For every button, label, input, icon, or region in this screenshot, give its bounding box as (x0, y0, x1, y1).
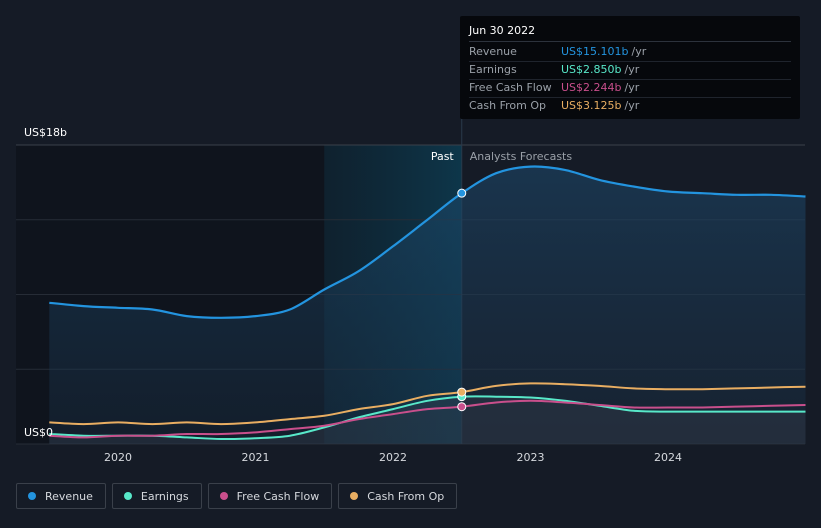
tooltip-row-revenue: Revenue US$15.101b /yr (469, 44, 791, 62)
legend-item-cash-from-op[interactable]: Cash From Op (338, 483, 458, 509)
tooltip-row-cash-from-op: Cash From Op US$3.125b /yr (469, 98, 791, 115)
y-axis-top-label: US$18b (24, 126, 67, 139)
tooltip-value: US$2.850b (561, 63, 622, 76)
tooltip-row-earnings: Earnings US$2.850b /yr (469, 62, 791, 80)
tooltip-label: Earnings (469, 63, 517, 76)
earnings-area (49, 396, 806, 444)
legend-item-earnings[interactable]: Earnings (111, 483, 202, 509)
x-tick-label: 2022 (379, 451, 407, 464)
legend-dot-icon (28, 492, 36, 500)
legend-label: Revenue (45, 489, 93, 503)
tooltip-label: Cash From Op (469, 99, 547, 112)
tooltip-unit: /yr (624, 99, 640, 112)
tooltip-unit: /yr (624, 63, 640, 76)
x-tick-label: 2023 (517, 451, 545, 464)
y-axis-bottom-label: US$0 (24, 426, 53, 439)
past-label: Past (431, 150, 455, 163)
tooltip-value: US$15.101b (561, 45, 629, 58)
tooltip-value: US$3.125b (561, 99, 622, 112)
tooltip-value: US$2.244b (561, 81, 622, 94)
forecast-label: Analysts Forecasts (470, 150, 573, 163)
legend-label: Cash From Op (367, 489, 445, 503)
legend-dot-icon (219, 492, 228, 500)
legend-dot-icon (123, 492, 132, 500)
free-cash-flow-line (49, 399, 806, 439)
legend-label: Free Cash Flow (236, 489, 320, 503)
tooltip-row-free-cash-flow: Free Cash Flow US$2.244b /yr (469, 80, 791, 98)
legend-item-free-cash-flow[interactable]: Free Cash Flow (207, 483, 333, 509)
cash-from-op-line (49, 382, 806, 426)
chart-legend: Revenue Earnings Free Cash Flow Cash Fro… (16, 483, 458, 511)
tooltip-unit: /yr (624, 81, 640, 94)
revenue-marker (457, 188, 467, 198)
revenue-line (49, 165, 806, 319)
tooltip-label: Free Cash Flow (469, 81, 552, 94)
tooltip-date: Jun 30 2022 (469, 24, 791, 42)
x-tick-label: 2020 (104, 451, 132, 464)
legend-item-revenue[interactable]: Revenue (16, 483, 106, 509)
tooltip-panel: Jun 30 2022 Revenue US$15.101b /yr Earni… (460, 16, 800, 119)
revenue-area (49, 166, 806, 444)
x-tick-label: 2021 (242, 451, 270, 464)
earnings-line (49, 395, 806, 441)
free-cash-flow-marker (457, 402, 467, 412)
tooltip-unit: /yr (631, 45, 647, 58)
legend-label: Earnings (140, 489, 189, 503)
x-tick-label: 2024 (654, 451, 682, 464)
tooltip-label: Revenue (469, 45, 517, 58)
cash-from-op-marker (457, 387, 467, 397)
legend-dot-icon (350, 492, 359, 500)
